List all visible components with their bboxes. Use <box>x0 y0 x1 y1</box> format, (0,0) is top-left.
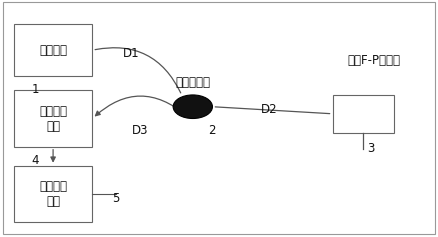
FancyBboxPatch shape <box>14 166 92 222</box>
FancyBboxPatch shape <box>332 95 394 133</box>
Text: 信号处理
模块: 信号处理 模块 <box>39 180 67 208</box>
Text: 5: 5 <box>112 191 120 205</box>
Text: D2: D2 <box>261 103 278 116</box>
Text: 光谱采集
模块: 光谱采集 模块 <box>39 105 67 132</box>
Text: 光源模块: 光源模块 <box>39 44 67 57</box>
Text: 2: 2 <box>208 124 215 137</box>
Text: 光纤F-P腔结构: 光纤F-P腔结构 <box>347 54 400 67</box>
Text: 1: 1 <box>31 83 39 96</box>
Text: 4: 4 <box>31 154 39 167</box>
Text: 3: 3 <box>367 142 375 155</box>
Text: D1: D1 <box>124 47 140 59</box>
Ellipse shape <box>173 95 212 118</box>
Text: 光纤环形器: 光纤环形器 <box>175 76 210 89</box>
FancyBboxPatch shape <box>14 90 92 147</box>
FancyBboxPatch shape <box>14 24 92 76</box>
Text: D3: D3 <box>132 124 148 137</box>
